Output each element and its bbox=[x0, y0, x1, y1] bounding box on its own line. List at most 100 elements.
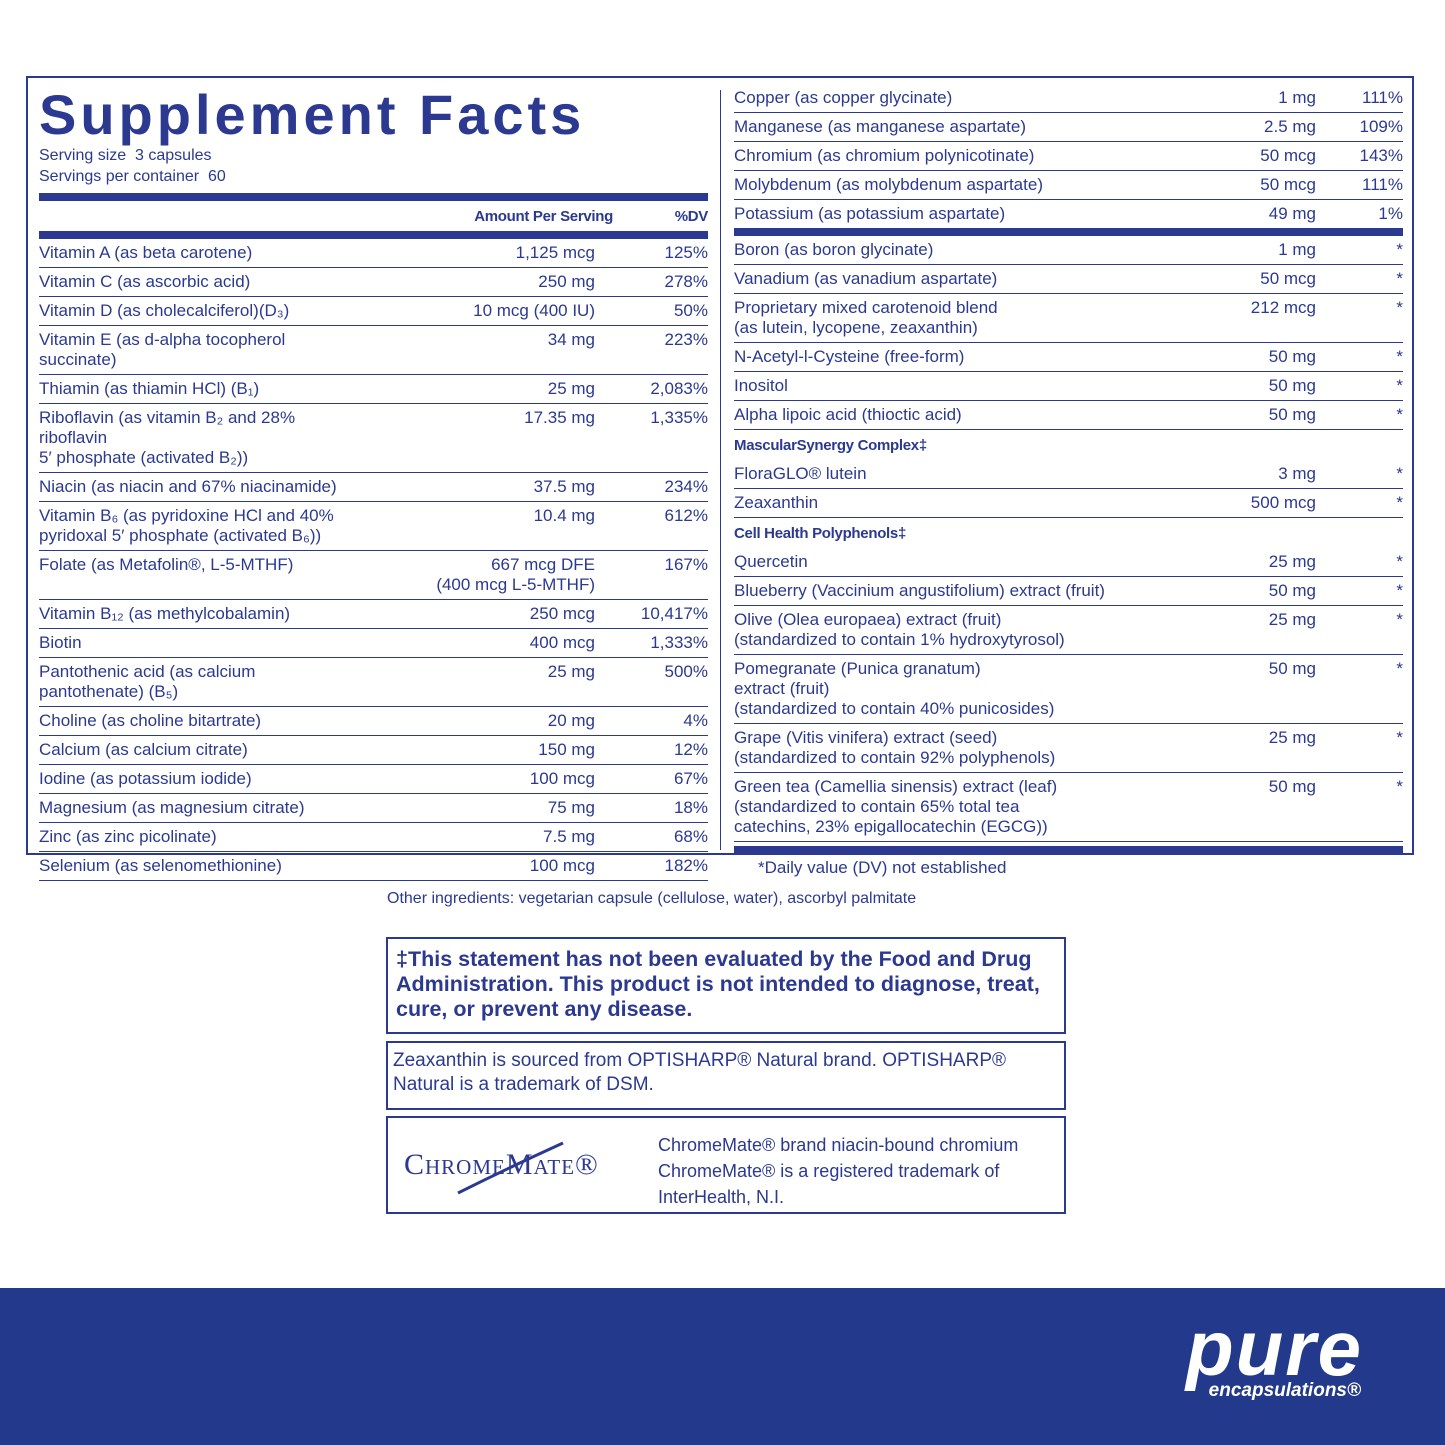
nutrient-dv: 111% bbox=[1362, 88, 1403, 107]
rule bbox=[734, 228, 1403, 236]
nutrient-amount: 250 mcg bbox=[529, 604, 595, 623]
nutrient-dv: 1,335% bbox=[650, 408, 708, 427]
brand-name: pure bbox=[1185, 1304, 1363, 1392]
nutrient-row: Thiamin (as thiamin HCl) (B₁) 25 mg 2,083% bbox=[39, 375, 708, 404]
rule bbox=[39, 231, 708, 239]
nutrient-amount: 3 mg bbox=[1278, 464, 1316, 483]
nutrient-row: Magnesium (as magnesium citrate) 75 mg 18% bbox=[39, 794, 708, 823]
nutrient-amount: 49 mg bbox=[1268, 204, 1316, 223]
nutrient-row: Vanadium (as vanadium aspartate) 50 mcg * bbox=[734, 265, 1403, 294]
nutrient-amount: 2.5 mg bbox=[1264, 117, 1316, 136]
serving-size: Serving size 3 capsules bbox=[39, 147, 212, 164]
nutrient-name: Selenium (as selenomethionine) bbox=[39, 856, 282, 875]
logo-swoosh bbox=[457, 1141, 564, 1195]
nutrient-name: Vitamin E (as d-alpha tocopherol succina… bbox=[39, 330, 286, 369]
nutrient-name: Boron (as boron glycinate) bbox=[734, 240, 934, 259]
nutrient-dv: * bbox=[1396, 240, 1403, 259]
nutrient-name: Copper (as copper glycinate) bbox=[734, 88, 953, 107]
nutrient-row: Boron (as boron glycinate) 1 mg * bbox=[734, 236, 1403, 265]
nutrient-name: Vitamin B₁₂ (as methylcobalamin) bbox=[39, 604, 291, 623]
nutrient-name: Riboflavin (as vitamin B₂ and 28% ribofl… bbox=[39, 408, 296, 467]
nutrient-name: Olive (Olea europaea) extract (fruit) (s… bbox=[734, 610, 1065, 649]
nutrient-amount: 50 mg bbox=[1268, 777, 1316, 796]
nutrient-amount: 37.5 mg bbox=[533, 477, 595, 496]
nutrient-amount: 25 mg bbox=[1268, 552, 1316, 571]
nutrient-name: N-Acetyl-l-Cysteine (free-form) bbox=[734, 347, 965, 366]
nutrient-dv: 223% bbox=[664, 330, 708, 349]
nutrient-amount: 667 mcg DFE (400 mcg L-5-MTHF) bbox=[436, 555, 595, 594]
nutrient-row: Vitamin A (as beta carotene) 1,125 mcg 125… bbox=[39, 239, 708, 268]
nutrient-row: Pantothenic acid (as calcium pantothenat… bbox=[39, 658, 708, 707]
nutrient-dv: 125% bbox=[664, 243, 708, 262]
nutrient-name: Manganese (as manganese aspartate) bbox=[734, 117, 1027, 136]
nutrient-dv: * bbox=[1396, 581, 1403, 600]
nutrient-amount: 50 mg bbox=[1268, 376, 1316, 395]
nutrient-row: Pomegranate (Punica granatum) extract (f… bbox=[734, 655, 1403, 724]
nutrient-amount: 50 mg bbox=[1268, 347, 1316, 366]
nutrient-amount: 50 mg bbox=[1268, 659, 1316, 678]
footer-band: pure encapsulations® bbox=[0, 1288, 1445, 1445]
nutrient-amount: 50 mcg bbox=[1260, 269, 1316, 288]
nutrient-dv: 67% bbox=[673, 769, 708, 788]
nutrient-dv: 68% bbox=[673, 827, 708, 846]
nutrient-name: Quercetin bbox=[734, 552, 808, 571]
right-top-rows: Copper (as copper glycinate) 1 mg 111% Mang… bbox=[734, 84, 1403, 229]
nutrient-row: Vitamin C (as ascorbic acid) 250 mg 278% bbox=[39, 268, 708, 297]
nutrient-name: FloraGLO® lutein bbox=[734, 464, 867, 483]
rule bbox=[734, 846, 1403, 854]
table-header: Amount Per Serving %DV bbox=[39, 201, 708, 231]
nutrient-row: Zeaxanthin 500 mcg * bbox=[734, 489, 1403, 518]
nutrient-name: Potassium (as potassium aspartate) bbox=[734, 204, 1006, 223]
nutrient-name: Choline (as choline bitartrate) bbox=[39, 711, 262, 730]
nutrient-row: Vitamin B₁₂ (as methylcobalamin) 250 mcg 1… bbox=[39, 600, 708, 629]
nutrient-row: Quercetin 25 mg * bbox=[734, 548, 1403, 577]
nutrient-dv: 10,417% bbox=[640, 604, 708, 623]
dv-header: %DV bbox=[674, 208, 709, 225]
nutrient-dv: 2,083% bbox=[650, 379, 708, 398]
nutrient-dv: 109% bbox=[1359, 117, 1403, 136]
nutrient-row: FloraGLO® lutein 3 mg * bbox=[734, 460, 1403, 489]
nutrient-amount: 250 mg bbox=[538, 272, 595, 291]
nutrient-amount: 25 mg bbox=[1268, 728, 1316, 747]
nutrient-amount: 1 mg bbox=[1278, 240, 1316, 259]
brand-tagline: encapsulations® bbox=[1208, 1380, 1361, 1401]
chromemate-box: ChromeMate® ChromeMate® brand niacin-bou… bbox=[386, 1116, 1066, 1214]
nutrient-dv: * bbox=[1396, 376, 1403, 395]
nutrient-dv: * bbox=[1396, 347, 1403, 366]
left-rows: Vitamin A (as beta carotene) 1,125 mcg 125… bbox=[39, 239, 708, 881]
nutrient-name: Green tea (Camellia sinensis) extract (l… bbox=[734, 777, 1058, 836]
nutrient-row: Blueberry (Vaccinium angustifolium) extr… bbox=[734, 577, 1403, 606]
right-bottom-rows: Boron (as boron glycinate) 1 mg * Vanadium … bbox=[734, 236, 1403, 842]
nutrient-amount: 1 mg bbox=[1278, 88, 1316, 107]
chromemate-logo: ChromeMate® bbox=[404, 1148, 599, 1181]
nutrient-dv: 1% bbox=[1378, 204, 1403, 223]
nutrient-amount: 75 mg bbox=[547, 798, 595, 817]
rule bbox=[39, 193, 708, 201]
nutrient-row: Vitamin E (as d-alpha tocopherol succina… bbox=[39, 326, 708, 375]
nutrient-amount: 50 mg bbox=[1268, 581, 1316, 600]
nutrient-dv: 50% bbox=[673, 301, 708, 320]
nutrient-row: Grape (Vitis vinifera) extract (seed) (s… bbox=[734, 724, 1403, 773]
nutrient-name: Inositol bbox=[734, 376, 788, 395]
nutrient-amount: 25 mg bbox=[547, 379, 595, 398]
nutrient-amount: 150 mg bbox=[538, 740, 595, 759]
nutrient-amount: 1,125 mcg bbox=[515, 243, 595, 262]
nutrient-row: Iodine (as potassium iodide) 100 mcg 67% bbox=[39, 765, 708, 794]
nutrient-dv: 278% bbox=[664, 272, 708, 291]
nutrient-name: Iodine (as potassium iodide) bbox=[39, 769, 252, 788]
nutrient-name: Vitamin C (as ascorbic acid) bbox=[39, 272, 251, 291]
nutrient-name: Chromium (as chromium polynicotinate) bbox=[734, 146, 1035, 165]
footnote: *Daily value (DV) not established bbox=[758, 858, 1007, 877]
nutrient-row: Vitamin D (as cholecalciferol)(D₃) 10 mcg… bbox=[39, 297, 708, 326]
chromemate-note: ChromeMate® brand niacin-bound chromium … bbox=[658, 1135, 1019, 1207]
nutrient-row: Molybdenum (as molybdenum aspartate) 50 m… bbox=[734, 171, 1403, 200]
nutrient-name: Thiamin (as thiamin HCl) (B₁) bbox=[39, 379, 260, 398]
nutrient-amount: 100 mcg bbox=[529, 769, 595, 788]
nutrient-row: Inositol 50 mg * bbox=[734, 372, 1403, 401]
nutrient-amount: 100 mcg bbox=[529, 856, 595, 875]
nutrient-dv: 111% bbox=[1362, 175, 1403, 194]
nutrient-dv: * bbox=[1396, 777, 1403, 796]
nutrient-row: Chromium (as chromium polynicotinate) 50 … bbox=[734, 142, 1403, 171]
disclaimer: ‡This statement has not been evaluated b… bbox=[386, 937, 1066, 1034]
